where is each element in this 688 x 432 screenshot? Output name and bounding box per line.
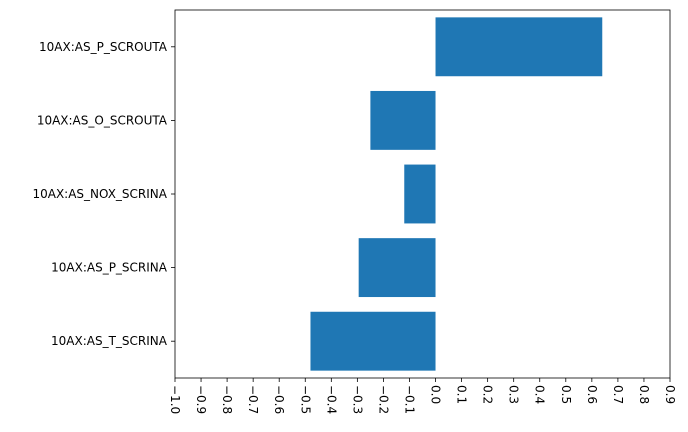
- bar-3: [370, 90, 436, 150]
- y-tick-label: 10AX:AS_T_SCRINA: [51, 334, 168, 348]
- x-tick-label: −0.9: [194, 385, 208, 414]
- x-tick-label: −1.0: [168, 385, 182, 414]
- x-tick-label: −0.7: [246, 385, 260, 414]
- bar-0: [310, 311, 436, 371]
- x-tick-label: −0.8: [220, 385, 234, 414]
- bar-1: [358, 238, 436, 298]
- y-tick-label: 10AX:AS_NOX_SCRINA: [32, 187, 167, 201]
- x-tick-label: 0.9: [663, 385, 677, 404]
- x-tick-label: −0.2: [376, 385, 390, 414]
- x-tick-label: 0.8: [637, 385, 651, 404]
- x-tick-label: 0.3: [507, 385, 521, 404]
- plot-frame: [174, 9, 671, 379]
- x-tick-label: −0.5: [298, 385, 312, 414]
- y-axis-ticks: 10AX:AS_T_SCRINA 10AX:AS_P_SCRINA 10AX:AS_…: [32, 40, 175, 348]
- x-tick-label: −0.6: [272, 385, 286, 414]
- x-tick-label: 0.2: [481, 385, 495, 404]
- x-tick-label: −0.1: [402, 385, 416, 414]
- x-tick-label: 0.7: [611, 385, 625, 404]
- x-tick-label: 0.1: [455, 385, 469, 404]
- x-tick-label: 0.0: [429, 385, 443, 404]
- x-tick-label: −0.3: [350, 385, 364, 414]
- y-tick-label: 10AX:AS_P_SCROUTA: [39, 40, 168, 54]
- bar-4: [435, 17, 603, 77]
- x-axis-ticks: −1.0 −0.9 −0.8 −0.7 −0.6 −0.5 −0.4 −0.3 −0.2 −0.1…: [168, 378, 677, 414]
- bar-2: [404, 164, 436, 224]
- x-tick-label: 0.5: [559, 385, 573, 404]
- x-tick-label: 0.6: [585, 385, 599, 404]
- x-tick-label: 0.4: [533, 385, 547, 404]
- bars-layer: [310, 17, 603, 371]
- y-tick-label: 10AX:AS_P_SCRINA: [51, 261, 168, 275]
- y-tick-label: 10AX:AS_O_SCROUTA: [37, 113, 168, 127]
- x-tick-label: −0.4: [324, 385, 338, 414]
